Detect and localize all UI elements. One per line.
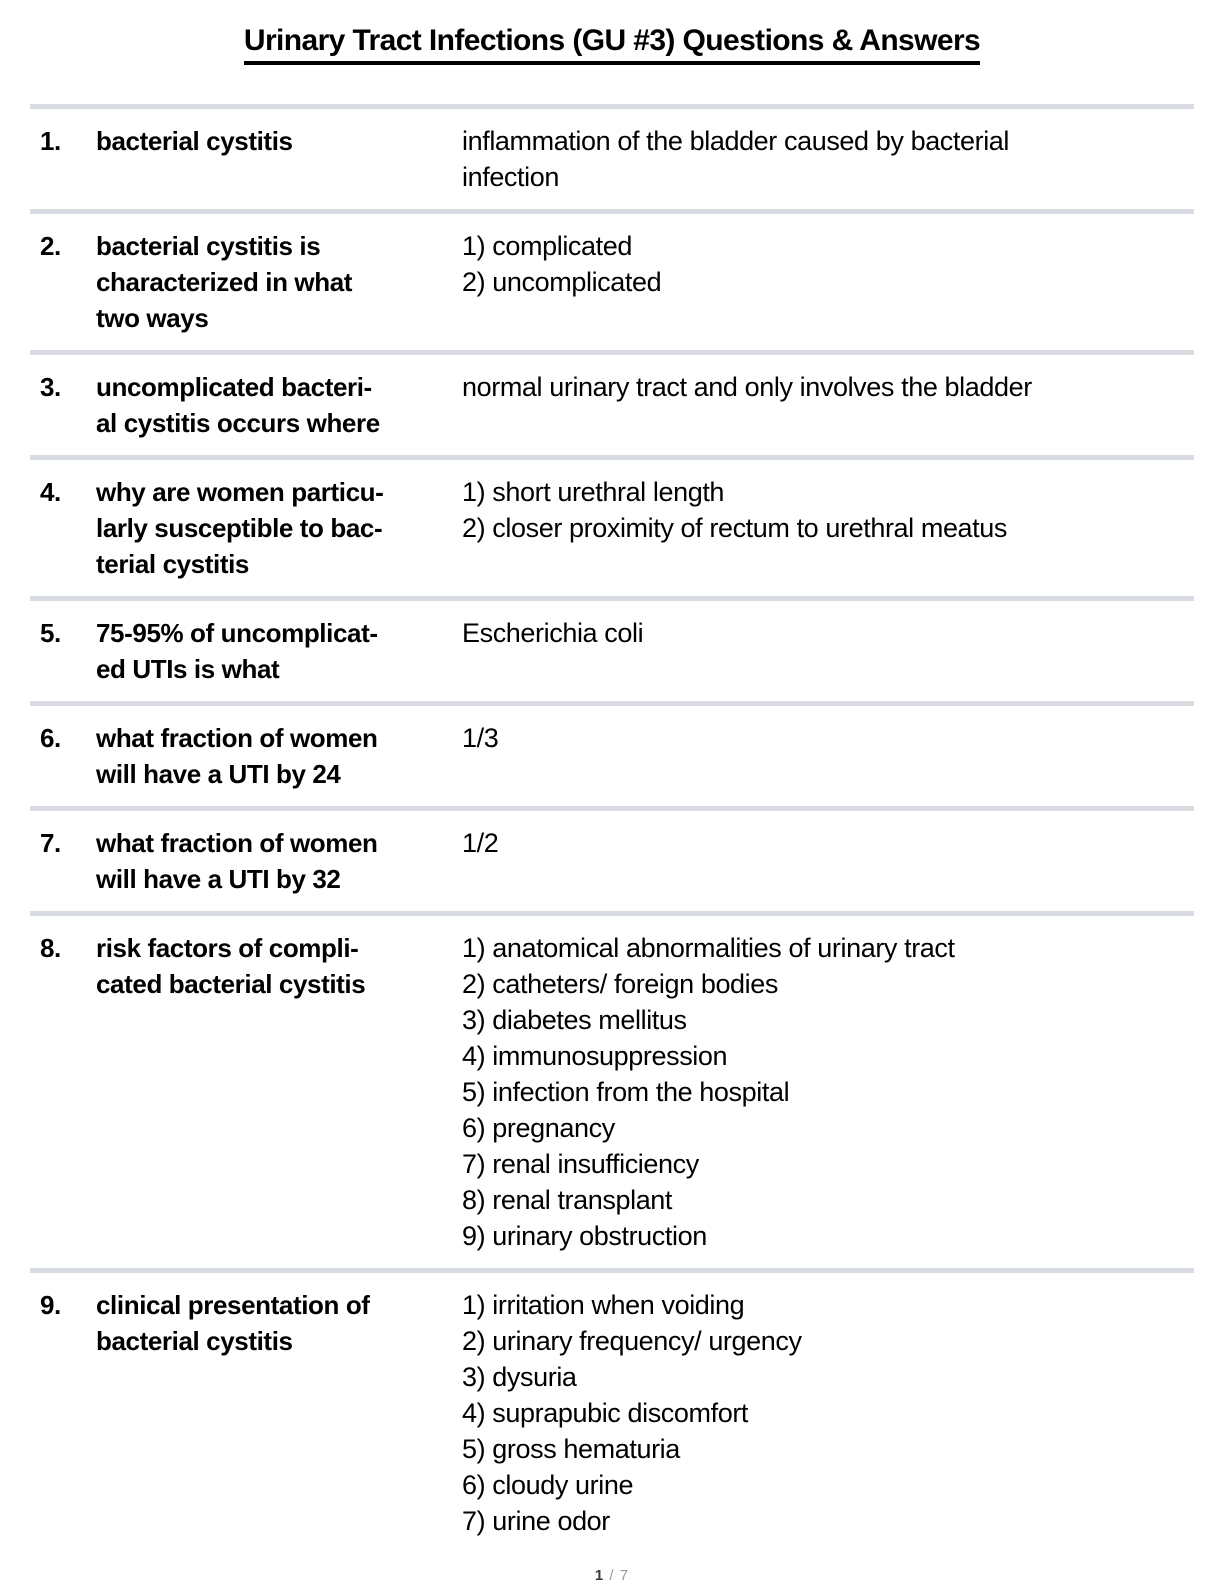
answer-text: 1/2 bbox=[462, 828, 499, 858]
question-number: 2. bbox=[40, 231, 61, 261]
page-total: / 7 bbox=[604, 1567, 630, 1584]
page-title: Urinary Tract Infections (GU #3) Questio… bbox=[243, 24, 981, 65]
question-number: 5. bbox=[40, 618, 61, 648]
question-number: 1. bbox=[40, 126, 61, 156]
qa-row: 5. 75-95% of uncomplicat- ed UTIs is wha… bbox=[30, 596, 1194, 701]
answer-text: 1) short urethral length 2) closer proxi… bbox=[462, 477, 1007, 543]
qa-table: 1. bacterial cystitis inflammation of th… bbox=[30, 104, 1194, 1553]
question-text: what fraction of women will have a UTI b… bbox=[96, 828, 378, 894]
document-page: Urinary Tract Infections (GU #3) Questio… bbox=[30, 0, 1194, 1584]
qa-row: 2. bacterial cystitis is characterized i… bbox=[30, 209, 1194, 350]
question-text: bacterial cystitis is characterized in w… bbox=[96, 231, 353, 333]
question-text: uncomplicated bacteri- al cystitis occur… bbox=[96, 372, 380, 438]
answer-text: 1) anatomical abnormalities of urinary t… bbox=[462, 933, 955, 1251]
answer-text: 1) irritation when voiding 2) urinary fr… bbox=[462, 1290, 802, 1536]
question-text: risk factors of compli- cated bacterial … bbox=[96, 933, 366, 999]
qa-row: 1. bacterial cystitis inflammation of th… bbox=[30, 104, 1194, 209]
qa-row: 6. what fraction of women will have a UT… bbox=[30, 701, 1194, 806]
title-section: Urinary Tract Infections (GU #3) Questio… bbox=[30, 0, 1194, 104]
question-number: 6. bbox=[40, 723, 61, 753]
answer-text: inflammation of the bladder caused by ba… bbox=[462, 126, 1010, 192]
page-footer: 1 / 7 bbox=[30, 1567, 1194, 1584]
question-number: 4. bbox=[40, 477, 61, 507]
qa-row: 7. what fraction of women will have a UT… bbox=[30, 806, 1194, 911]
question-number: 9. bbox=[40, 1290, 61, 1320]
question-text: 75-95% of uncomplicat- ed UTIs is what bbox=[96, 618, 378, 684]
question-text: why are women particu- larly susceptible… bbox=[96, 477, 384, 579]
question-number: 7. bbox=[40, 828, 61, 858]
qa-row: 9. clinical presentation of bacterial cy… bbox=[30, 1268, 1194, 1553]
qa-row: 3. uncomplicated bacteri- al cystitis oc… bbox=[30, 350, 1194, 455]
qa-row: 8. risk factors of compli- cated bacteri… bbox=[30, 911, 1194, 1268]
qa-row: 4. why are women particu- larly suscepti… bbox=[30, 455, 1194, 596]
answer-text: Escherichia coli bbox=[462, 618, 644, 648]
answer-text: 1/3 bbox=[462, 723, 499, 753]
answer-text: normal urinary tract and only involves t… bbox=[462, 372, 1032, 402]
answer-text: 1) complicated 2) uncomplicated bbox=[462, 231, 662, 297]
question-text: what fraction of women will have a UTI b… bbox=[96, 723, 378, 789]
question-number: 8. bbox=[40, 933, 61, 963]
question-number: 3. bbox=[40, 372, 61, 402]
question-text: bacterial cystitis bbox=[96, 126, 293, 156]
question-text: clinical presentation of bacterial cysti… bbox=[96, 1290, 370, 1356]
page-number: 1 bbox=[594, 1567, 605, 1584]
